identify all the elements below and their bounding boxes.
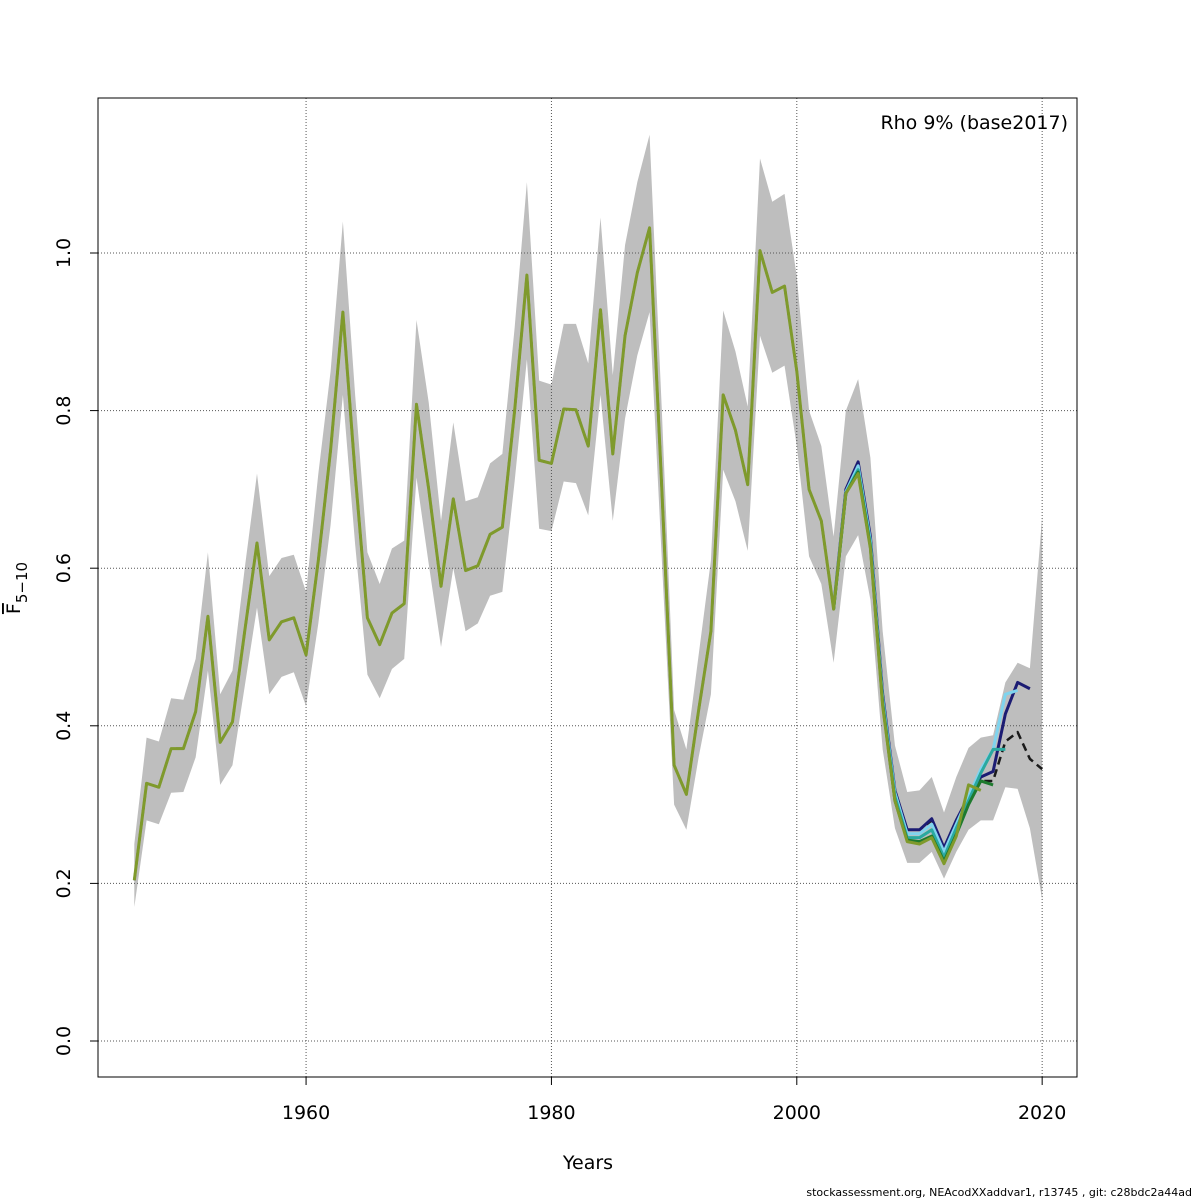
- footer: stockassessment.org, NEAcodXXaddvar1, r1…: [806, 1186, 1192, 1199]
- y-axis-title-main: F: [3, 603, 25, 614]
- y-tick-label: 1.0: [53, 238, 75, 268]
- y-tick-label: 0.8: [53, 395, 75, 425]
- series-line: [132, 226, 982, 881]
- annotation: Rho 9% (base2017): [880, 112, 1068, 134]
- y-tick-label: 0.4: [53, 711, 75, 741]
- x-axis-title: Years: [562, 1152, 613, 1174]
- y-axis-title-sub: 5−10: [13, 562, 31, 603]
- x-tick-label: 2000: [773, 1102, 821, 1124]
- series-line: [133, 226, 1043, 881]
- y-axis-title: F5−10: [3, 562, 31, 614]
- x-tick-label: 1980: [527, 1102, 575, 1124]
- plot-frame: [97, 97, 1078, 1078]
- confidence-band: [134, 134, 1043, 908]
- x-tick-label: 1960: [282, 1102, 330, 1124]
- y-tick-label: 0.2: [53, 868, 75, 898]
- y-tick-label: 0.6: [53, 553, 75, 583]
- y-tick-label: 0.0: [53, 1026, 75, 1056]
- x-tick-label: 2020: [1018, 1102, 1066, 1124]
